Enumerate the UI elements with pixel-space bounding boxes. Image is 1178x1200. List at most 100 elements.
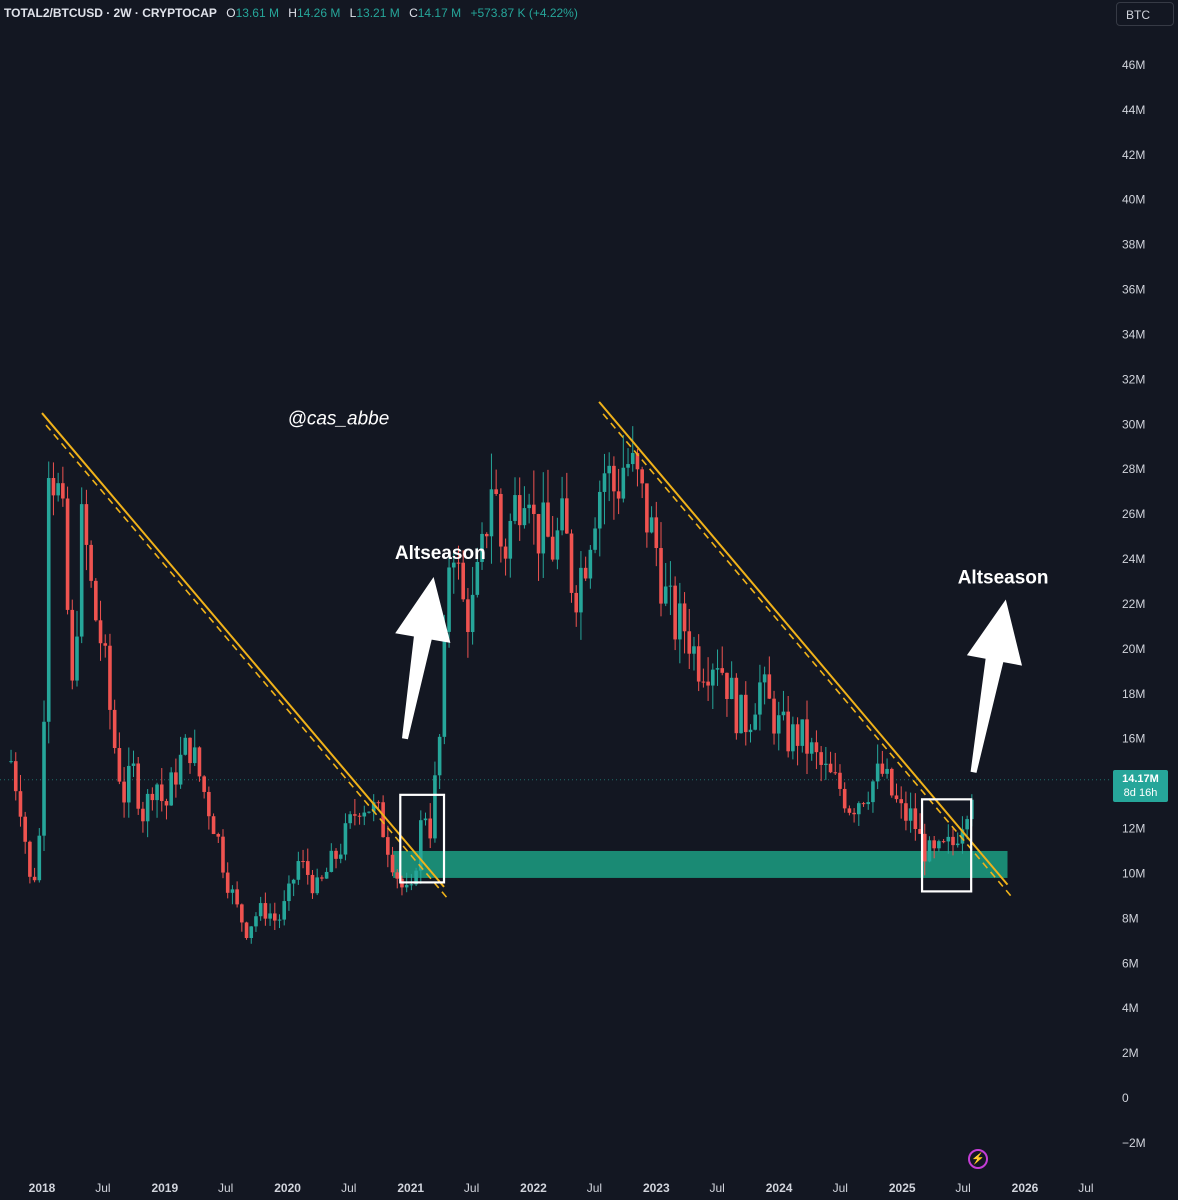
candle [98,620,103,644]
candle [362,812,367,817]
candle [150,793,155,801]
candle [550,536,555,560]
up-arrow[interactable] [395,577,451,740]
highlight-boxes-layer [399,793,973,893]
candle [894,795,899,800]
x-tick-label: 2018 [29,1181,56,1195]
candle [941,841,946,843]
candle [249,926,254,939]
candle [287,883,291,902]
candle [659,548,663,604]
candle [404,884,409,888]
candle [32,876,37,881]
candle [593,528,597,550]
y-tick-label: 38M [1122,238,1145,252]
x-tick-label: Jul [95,1181,110,1195]
y-axis[interactable]: 46M 44M 42M 40M 38M 36M 34M 32M 30M 28M 26M 24M 22M 2… [1122,58,1146,1150]
candle [579,567,583,613]
candle [630,452,635,465]
candle [207,791,211,817]
high-value: 14.26 M [296,6,341,20]
candle [800,719,805,746]
candle [320,877,324,879]
candle [607,465,611,474]
y-tick-label: −2M [1122,1136,1146,1150]
open-label: O [226,6,236,20]
candle [875,763,880,782]
altseason-label[interactable]: Altseason [395,543,486,564]
candle [489,489,494,537]
trendline-dashed[interactable] [602,413,1013,898]
x-tick-label: Jul [955,1181,970,1195]
candle [640,469,644,484]
x-tick-label: 2024 [766,1181,793,1195]
x-tick-label: Jul [710,1181,725,1195]
candle [937,841,941,849]
candle [814,742,819,753]
candle [866,802,871,805]
candle [202,776,206,792]
candle [192,747,197,764]
close-value: 14.17 M [417,6,462,20]
up-arrow[interactable] [966,599,1022,773]
candle [268,913,272,919]
highlight-box[interactable] [920,798,973,893]
candle [23,816,27,842]
candle [678,603,682,640]
candle [155,784,159,801]
candle [532,504,536,515]
x-tick-label: Jul [833,1181,848,1195]
y-tick-label: 6M [1122,956,1139,970]
candle [334,850,338,859]
candle [188,737,192,764]
candle [612,465,616,492]
candle [414,870,418,885]
candle [461,562,465,600]
candle [908,808,913,821]
candle [117,748,122,782]
y-tick-label: 22M [1122,597,1145,611]
high-label: H [288,6,297,20]
candle [828,763,833,773]
y-tick-label: 32M [1122,372,1145,386]
trendline[interactable] [41,412,445,888]
candle [663,586,668,604]
currency-button[interactable]: BTC [1116,2,1174,26]
highlight-box[interactable] [399,793,446,884]
candle [343,823,348,855]
altseason-label[interactable]: Altseason [958,568,1049,589]
trendline[interactable] [598,401,1009,886]
candle [871,781,875,803]
y-tick-label: 10M [1122,866,1145,880]
candle [574,592,579,613]
candle [376,802,381,804]
y-tick-label: 26M [1122,507,1145,521]
candle [37,835,42,881]
x-tick-label: Jul [587,1181,602,1195]
candle [791,724,795,752]
candle [61,483,65,499]
candle [357,815,362,817]
y-tick-label: 4M [1122,1001,1139,1015]
candle [880,763,885,774]
candle [28,841,32,877]
candle [338,854,343,859]
candle [225,872,230,893]
candle [9,761,13,763]
candle [621,467,626,499]
trendline-dashed[interactable] [45,424,449,900]
candle [282,901,287,920]
candle [258,903,263,917]
candle [819,752,823,765]
symbol-title[interactable]: TOTAL2/BTCUSD · 2W · CRYPTOCAP [4,6,217,20]
candle [706,681,710,686]
lightning-icon[interactable]: ⚡ [968,1149,988,1169]
candle [75,636,79,681]
x-axis[interactable]: 2018 Jul 2019 Jul 2020 Jul 2021 Jul 2022 Jul 2023 J… [29,1181,1094,1195]
candle [951,836,955,846]
candle [254,916,258,927]
candle [447,567,451,632]
candle [277,919,282,921]
author-watermark[interactable]: @cas_abbe [288,408,390,429]
